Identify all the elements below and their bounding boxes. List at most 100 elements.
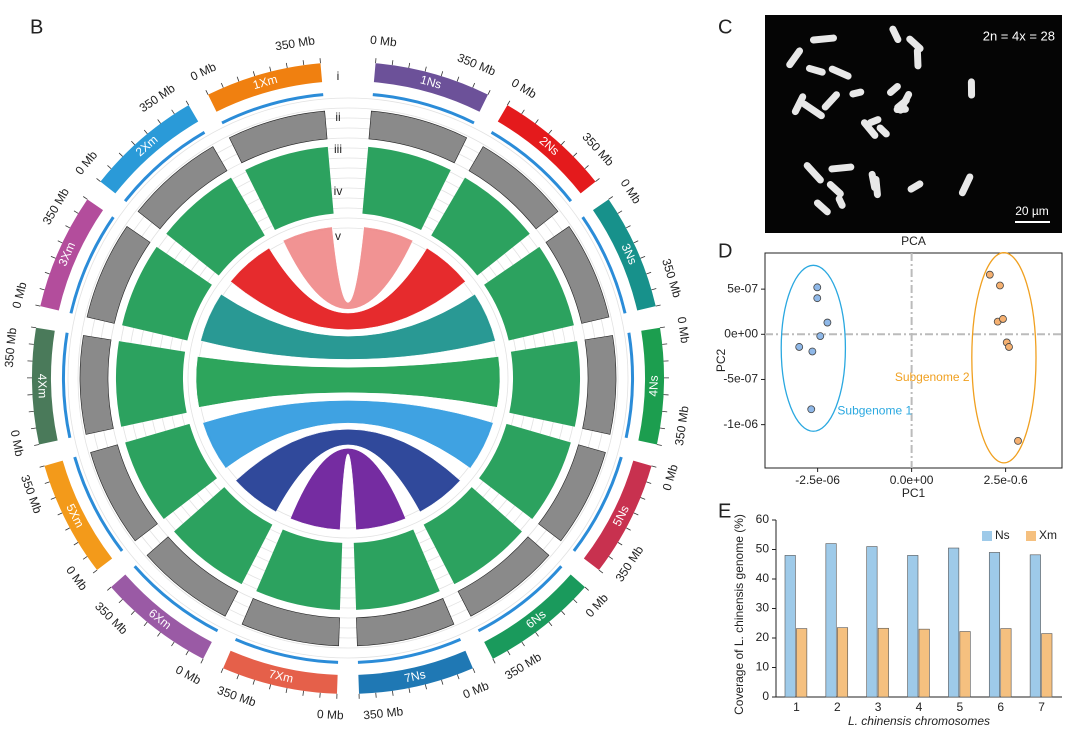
legend-swatch — [982, 531, 992, 541]
point — [1005, 343, 1012, 350]
chromosome — [968, 78, 975, 98]
ideogram-tick — [221, 83, 223, 88]
tick-label: 350 Mb — [659, 257, 684, 300]
ideogram-tick — [29, 344, 34, 345]
ideogram-tick — [253, 680, 254, 685]
ideogram-tick — [144, 622, 147, 626]
x-axis-label: L. chinensis chromosomes — [848, 714, 990, 728]
ideogram-tick — [641, 498, 646, 500]
cluster-ellipse — [972, 253, 1036, 463]
y-tick-label: 50 — [756, 542, 770, 556]
ideogram-tick — [522, 642, 525, 646]
track-label: iii — [334, 142, 342, 156]
ideogram-tick — [286, 688, 287, 693]
chromosome — [894, 106, 909, 113]
ideogram-tick — [662, 344, 667, 345]
tick-label: 350 Mb — [18, 473, 45, 516]
ideogram-tick — [662, 411, 667, 412]
tick-label: 350 Mb — [363, 704, 405, 722]
repeat-density-track — [245, 147, 333, 230]
ideogram-tick — [144, 130, 147, 134]
ideogram-tick — [171, 642, 174, 646]
point — [999, 315, 1006, 322]
ideogram-tick — [65, 528, 69, 530]
tick-label: 350 Mb — [215, 683, 258, 710]
micrograph — [765, 15, 1062, 233]
ideogram-tick — [660, 327, 665, 328]
bar — [837, 628, 847, 697]
ideogram-tick — [657, 444, 662, 445]
ideogram-tick — [660, 428, 665, 429]
ideogram-tick — [599, 570, 603, 573]
chromosome-label: 4Ns — [646, 375, 661, 397]
repeat-density-track — [116, 341, 187, 427]
ideogram-tick — [473, 83, 475, 88]
tick-label: 350 Mb — [274, 33, 316, 53]
y-axis-label: PC2 — [714, 349, 728, 373]
bar — [919, 629, 929, 697]
tick-label: 350 Mb — [455, 50, 498, 78]
ideogram-tick — [303, 60, 304, 65]
y-tick-label: 5e-07 — [727, 281, 758, 295]
ideogram-tick — [561, 141, 564, 145]
ideogram-tick — [441, 71, 442, 76]
synteny-link — [231, 248, 466, 330]
tick-label: 350 Mb — [502, 650, 544, 683]
ideogram-tick — [609, 556, 613, 559]
x-tick-label: 3 — [875, 700, 882, 714]
track-label: i — [337, 69, 340, 83]
ideogram-tick — [253, 71, 254, 76]
ideogram-tick — [58, 241, 63, 243]
ideogram-tick — [634, 241, 639, 243]
ideogram-tick — [97, 178, 101, 181]
x-tick-label: 2 — [834, 700, 841, 714]
ideogram-tick — [425, 684, 426, 689]
point — [796, 343, 803, 350]
ideogram-tick — [549, 130, 552, 134]
ideogram-tick — [221, 668, 223, 673]
ideogram-tick — [626, 528, 630, 530]
ideogram-tick — [392, 691, 393, 696]
bar — [960, 632, 970, 697]
bar — [785, 555, 795, 697]
tick-label: 0 Mb — [9, 280, 29, 310]
ideogram-tick — [473, 668, 475, 673]
ideogram-tick — [609, 197, 613, 200]
ideogram-tick — [270, 67, 271, 72]
chart-title: PCA — [901, 234, 926, 248]
tick-label: 0 Mb — [63, 563, 90, 593]
ideogram-tick — [626, 226, 630, 228]
ideogram-tick — [74, 542, 78, 545]
ideogram-tick — [186, 101, 189, 105]
ideogram-tick — [646, 272, 651, 274]
point — [817, 333, 824, 340]
ideogram-tick — [409, 688, 410, 693]
tick-label: 0 Mb — [72, 148, 100, 178]
ideogram-tick — [457, 674, 459, 679]
tick-label: 350 Mb — [2, 327, 20, 368]
y-tick-label: 60 — [756, 512, 770, 526]
ideogram-tick — [596, 178, 600, 181]
ideogram-tick — [652, 466, 657, 467]
ideogram-tick — [656, 305, 661, 306]
ideogram-tick — [157, 632, 160, 636]
y-tick-label: 30 — [756, 601, 770, 615]
tick-label: 0 Mb — [461, 678, 491, 701]
series-label: Subgenome 2 — [895, 370, 970, 384]
ideogram-tick — [573, 153, 577, 157]
ideogram-tick — [549, 622, 552, 626]
repeat-density-track — [256, 530, 342, 610]
ideogram-tick — [158, 120, 161, 124]
ideogram-tick — [646, 482, 651, 484]
plot-frame — [765, 253, 1062, 468]
ideogram-tick — [441, 680, 442, 685]
ideogram-tick — [107, 165, 111, 168]
tick-label: 350 Mb — [672, 405, 692, 447]
tick-label: 350 Mb — [40, 185, 73, 227]
ideogram-tick — [51, 256, 56, 258]
point — [809, 348, 816, 355]
ideogram-tick — [269, 684, 270, 689]
ideogram-tick — [201, 659, 203, 663]
bar — [1001, 629, 1011, 697]
x-tick-label: 7 — [1038, 700, 1045, 714]
